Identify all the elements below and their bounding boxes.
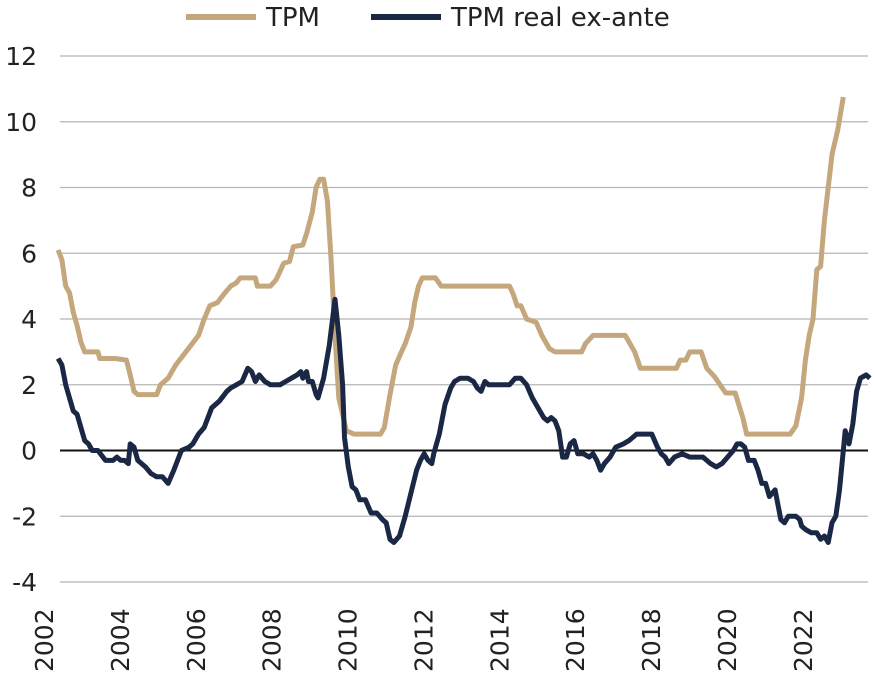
x-axis-ticks: 2002 2004 2006 2008 2010 2012 2014 2016 2018 2020… xyxy=(30,608,818,672)
x-tick-label: 2022 xyxy=(789,608,818,672)
y-tick-label: -2 xyxy=(12,502,37,531)
legend-label-tpm: TPM xyxy=(265,3,320,33)
x-tick-label: 2018 xyxy=(637,608,666,672)
series-line-tpm xyxy=(55,96,846,437)
y-tick-label: 4 xyxy=(21,305,37,334)
legend: TPM TPM real ex-ante xyxy=(186,3,670,33)
y-tick-label: 12 xyxy=(5,42,37,71)
x-tick-label: 2008 xyxy=(258,608,287,672)
x-tick-label: 2010 xyxy=(334,608,363,672)
y-tick-label: 10 xyxy=(5,108,37,137)
series-line-tpm-real xyxy=(55,296,872,545)
gridlines xyxy=(60,55,868,583)
x-tick-label: 2006 xyxy=(182,608,211,672)
x-tick-label: 2012 xyxy=(409,608,438,672)
x-tick-label: 2002 xyxy=(30,608,59,672)
x-tick-label: 2004 xyxy=(106,608,135,672)
legend-label-tpm-real: TPM real ex-ante xyxy=(450,3,670,33)
y-tick-label: -4 xyxy=(12,568,37,597)
x-tick-label: 2020 xyxy=(713,608,742,672)
y-tick-label: 2 xyxy=(21,371,37,400)
x-tick-label: 2014 xyxy=(485,608,514,672)
y-tick-label: 6 xyxy=(21,239,37,268)
series-lines xyxy=(55,96,872,545)
x-tick-label: 2016 xyxy=(561,608,590,672)
y-tick-label: 0 xyxy=(21,437,37,466)
y-tick-label: 8 xyxy=(21,174,37,203)
y-axis-ticks: 12 10 8 6 4 2 0 -2 -4 xyxy=(5,42,37,597)
